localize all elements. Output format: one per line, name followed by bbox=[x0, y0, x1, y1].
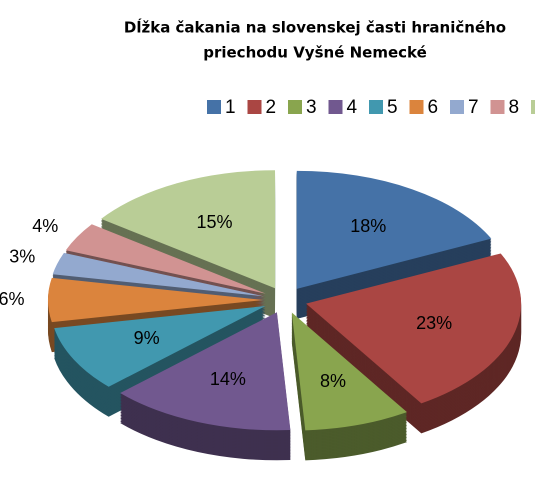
data-label: 4% bbox=[32, 216, 58, 236]
data-label: 9% bbox=[134, 328, 160, 348]
legend-swatch bbox=[247, 100, 262, 114]
chart-title: Dĺžka čakania na slovenskej časti hranič… bbox=[124, 18, 506, 37]
slice bbox=[306, 253, 522, 404]
data-label: 18% bbox=[350, 216, 386, 236]
slice bbox=[54, 305, 266, 387]
slice bbox=[65, 224, 266, 294]
data-label: 3% bbox=[9, 247, 35, 267]
slice bbox=[120, 312, 291, 431]
chart-title: priechodu Vyšné Nemecké bbox=[203, 44, 427, 62]
legend-swatch bbox=[409, 100, 424, 114]
legend-swatch bbox=[369, 100, 383, 114]
legend-swatch bbox=[328, 100, 343, 114]
data-label: 23% bbox=[416, 313, 452, 333]
legend-label: 1 bbox=[225, 97, 236, 118]
data-label: 15% bbox=[196, 212, 232, 232]
data-label: 14% bbox=[210, 369, 246, 389]
legend-label: 7 bbox=[468, 97, 479, 118]
legend-label: 6 bbox=[428, 97, 439, 118]
slice bbox=[48, 277, 264, 323]
legend-swatch bbox=[207, 100, 221, 114]
data-label: 8% bbox=[320, 371, 346, 391]
legend-swatch bbox=[450, 100, 464, 114]
legend-label: 8 bbox=[509, 97, 520, 118]
legend-label: 4 bbox=[347, 97, 358, 118]
legend-label: 2 bbox=[266, 97, 277, 118]
legend-swatch bbox=[490, 100, 505, 114]
slice bbox=[296, 170, 492, 289]
legend-label: 3 bbox=[306, 97, 317, 118]
legend-label: 5 bbox=[387, 97, 398, 118]
legend-swatch bbox=[531, 100, 535, 114]
data-label: 6% bbox=[0, 289, 24, 309]
slice bbox=[52, 252, 264, 297]
slice bbox=[101, 170, 276, 289]
legend-swatch bbox=[288, 100, 302, 114]
slice bbox=[291, 312, 408, 431]
